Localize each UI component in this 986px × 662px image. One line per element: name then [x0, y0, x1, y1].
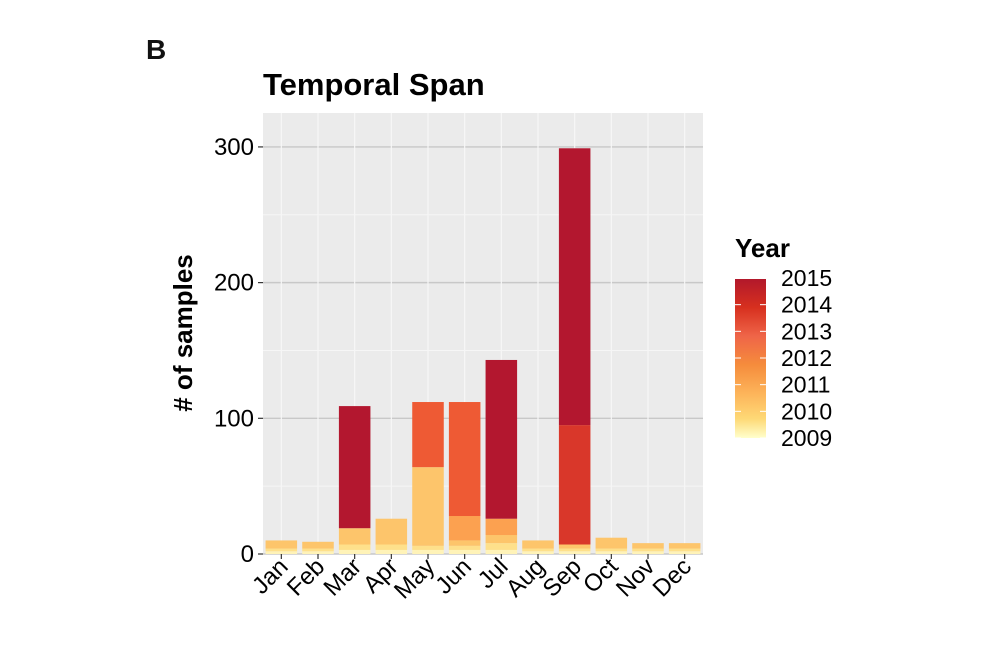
legend-label-2009: 2009 — [781, 425, 832, 451]
bar-segment-feb-2010 — [302, 548, 334, 552]
y-axis-label: # of samples — [168, 254, 198, 412]
bar-segment-sep-2010 — [558, 548, 591, 552]
y-tick-label: 300 — [214, 134, 254, 161]
bar-segment-jul-2010 — [485, 543, 518, 550]
bar-segment-jul-2011 — [485, 535, 518, 544]
legend-title: Year — [735, 233, 790, 263]
bar-segment-aug-2011 — [522, 540, 554, 549]
bar-segment-jun-2010 — [448, 545, 481, 550]
bar-segment-jan-2009 — [265, 551, 298, 554]
bar-segment-may-2010 — [412, 545, 444, 550]
bar-segment-jan-2011 — [265, 540, 298, 549]
x-tick-label-dec: Dec — [648, 553, 697, 602]
bar-segment-jun-2009 — [448, 549, 481, 554]
bar-segment-sep-2015 — [558, 148, 591, 426]
bar-segment-aug-2010 — [522, 548, 554, 552]
bar-segment-feb-2009 — [302, 551, 334, 554]
legend-label-2011: 2011 — [781, 372, 830, 398]
bar-segment-may-2013 — [412, 402, 444, 468]
legend-label-2015: 2015 — [781, 265, 832, 291]
bars — [265, 148, 701, 554]
bar-segment-dec-2010 — [668, 548, 701, 552]
bar-segment-jul-2015 — [485, 359, 518, 519]
bar-segment-oct-2010 — [595, 548, 628, 552]
minor-gridlines — [263, 214, 703, 487]
chart-title: Temporal Span — [263, 67, 485, 102]
bar-segment-apr-2009 — [375, 549, 408, 554]
bar-segment-jul-2009 — [485, 549, 518, 554]
plot-panel — [263, 113, 703, 554]
panel-label: B — [146, 34, 167, 65]
bar-segment-jan-2010 — [265, 548, 298, 552]
y-tick-label: 200 — [214, 270, 254, 297]
legend-label-2012: 2012 — [781, 345, 832, 371]
bar-segment-dec-2011 — [668, 543, 701, 549]
bar-segment-sep-2009 — [558, 551, 591, 554]
bar-segment-aug-2009 — [522, 551, 554, 554]
bar-segment-mar-2010 — [338, 544, 371, 550]
bar-segment-apr-2010 — [375, 544, 408, 550]
bar-segment-jun-2012 — [448, 516, 481, 541]
bar-segment-mar-2015 — [338, 406, 371, 529]
bar-segment-oct-2009 — [595, 551, 628, 554]
y-tick-label: 0 — [241, 541, 254, 568]
legend-label-2013: 2013 — [781, 318, 832, 344]
bar-segment-may-2009 — [412, 549, 444, 554]
bar-segment-feb-2011 — [302, 541, 334, 549]
bar-segment-may-2011 — [412, 467, 444, 546]
bar-segment-nov-2009 — [632, 551, 664, 554]
bar-segment-sep-2011 — [558, 544, 591, 549]
legend-label-2010: 2010 — [781, 398, 832, 424]
bar-segment-mar-2009 — [338, 549, 371, 554]
bar-segment-jul-2012 — [485, 518, 518, 536]
bar-segment-nov-2010 — [632, 548, 664, 552]
y-axis-ticks: 0 100 200 300 — [214, 134, 263, 568]
bar-segment-jun-2013 — [448, 402, 481, 517]
bar-segment-mar-2011 — [338, 528, 371, 545]
bar-segment-dec-2009 — [668, 551, 701, 554]
x-tick-label-oct: Oct — [578, 553, 624, 599]
y-tick-label: 100 — [214, 405, 254, 432]
bar-segment-sep-2014 — [558, 425, 591, 545]
bar-segment-nov-2011 — [632, 543, 664, 549]
bar-segment-oct-2011 — [595, 537, 628, 549]
legend-label-2014: 2014 — [781, 292, 832, 318]
bar-segment-jun-2011 — [448, 540, 481, 546]
bar-segment-apr-2011 — [375, 518, 408, 545]
x-tick-label-jun: Jun — [430, 553, 476, 599]
